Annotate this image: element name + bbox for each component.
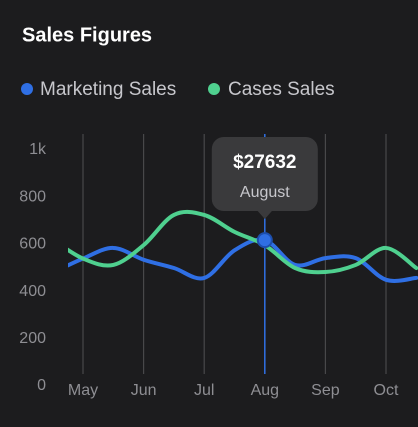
y-tick-label: 200 [19, 330, 46, 347]
legend: Marketing Sales Cases Sales [21, 79, 335, 100]
tooltip-value: $27632 [233, 152, 296, 173]
y-tick-label: 400 [19, 283, 46, 300]
legend-label: Marketing Sales [40, 79, 176, 100]
chart-title: Sales Figures [22, 24, 152, 46]
x-tick-label: Aug [251, 382, 279, 399]
x-tick-label: Jul [194, 382, 214, 399]
plot-area [68, 209, 418, 283]
x-tick-label: May [68, 382, 98, 399]
x-tick-label: Oct [374, 382, 399, 399]
legend-swatch [208, 83, 220, 95]
legend-swatch [21, 83, 33, 95]
y-tick-label: 600 [19, 236, 46, 253]
tooltip-pointer [256, 210, 273, 219]
tooltip-layer: $27632 August [211, 134, 318, 374]
hover-point [256, 232, 273, 249]
y-tick-label: 800 [19, 188, 46, 205]
y-tick-label: 0 [37, 377, 46, 394]
x-tick-label: Sep [311, 382, 340, 399]
tooltip-box [211, 137, 318, 211]
series-line [68, 209, 418, 275]
axes: 0 200 400 600 800 1k May Jun Jul Aug Sep Oct [19, 141, 399, 399]
tooltip-label: August [240, 184, 290, 201]
legend-label: Cases Sales [228, 79, 335, 100]
y-tick-label: 1k [29, 141, 47, 158]
series-line [68, 237, 418, 283]
x-tick-label: Jun [131, 382, 157, 399]
